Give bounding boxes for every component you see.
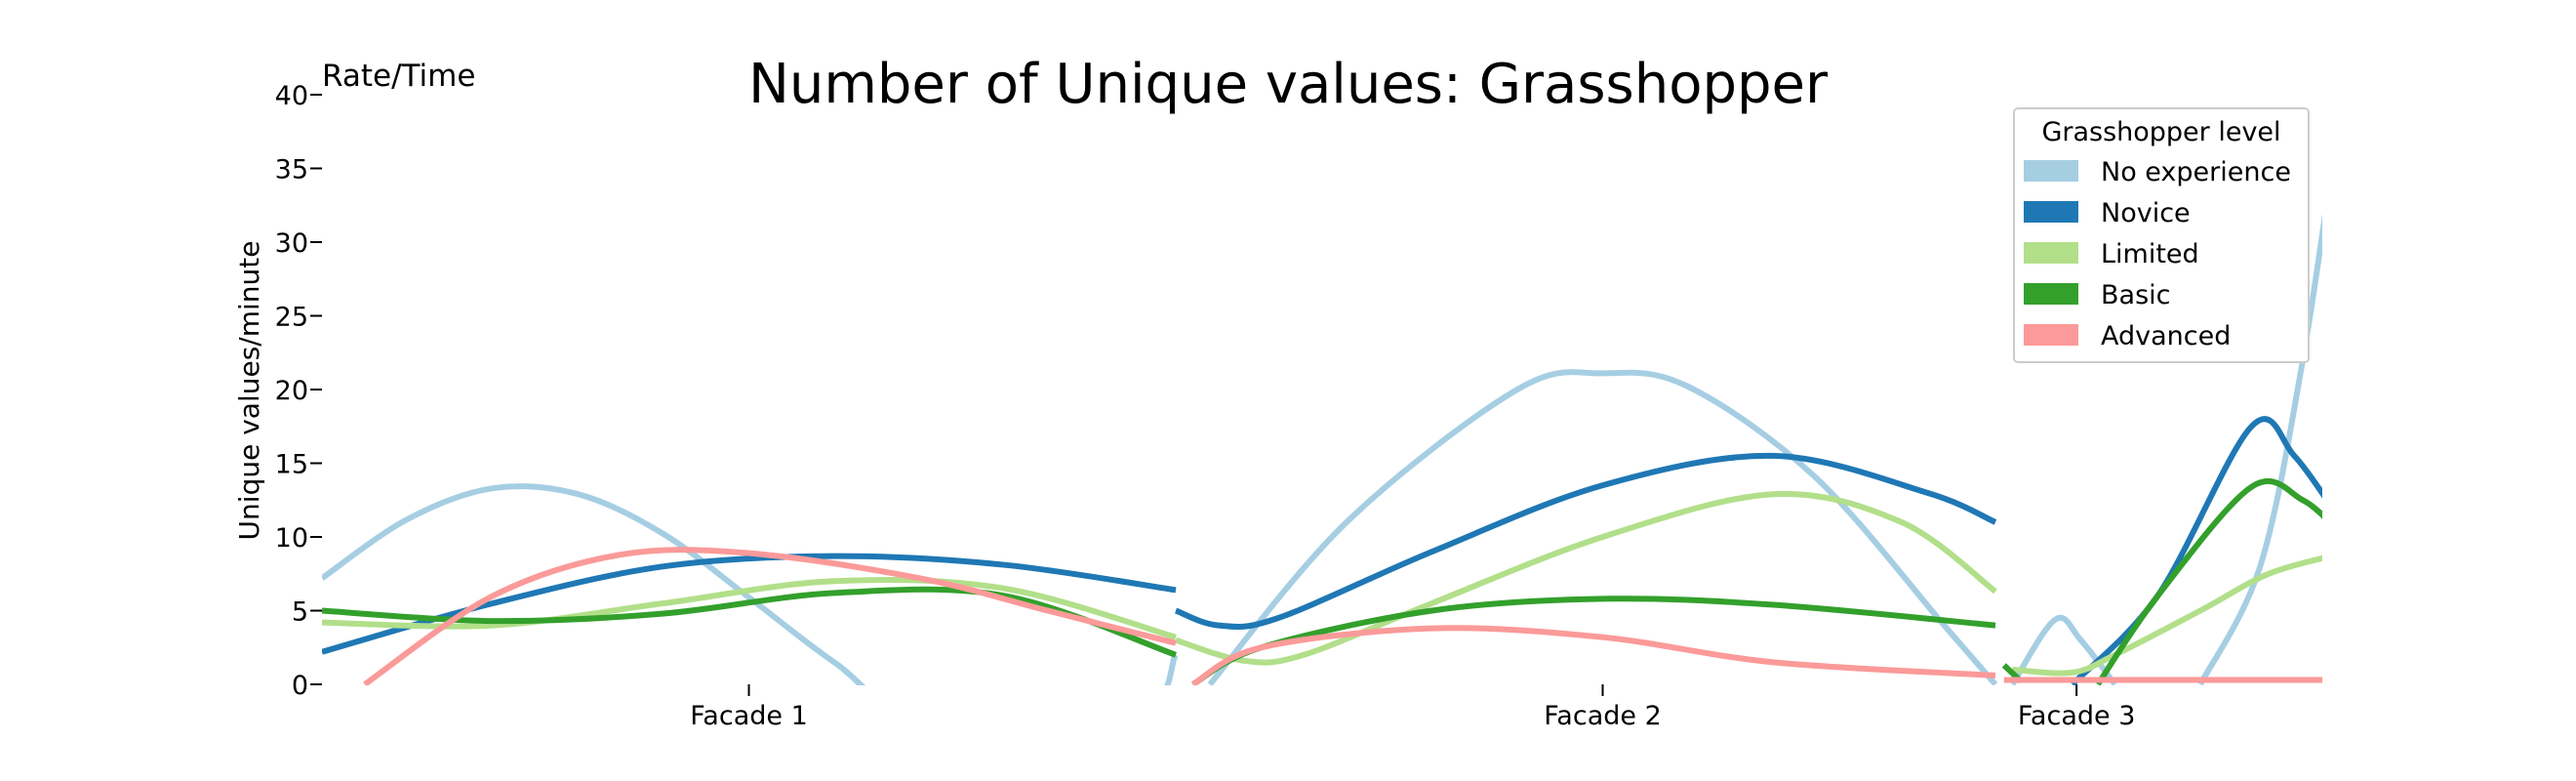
legend-label: Novice — [2101, 198, 2191, 228]
legend-label: No experience — [2101, 157, 2291, 187]
legend-swatch — [2024, 324, 2078, 346]
series-line — [2095, 477, 2322, 685]
series-line — [1175, 490, 1997, 666]
legend-label: Advanced — [2101, 321, 2231, 351]
corner-label: Rate/Time — [322, 59, 475, 94]
series-line — [363, 547, 1177, 685]
series-line — [1174, 452, 1997, 631]
series-line — [1207, 369, 1998, 685]
x-tick-label: Facade 1 — [690, 701, 808, 731]
series-line — [1190, 625, 1996, 685]
series-line — [2070, 416, 2322, 685]
y-tick-label: 0 — [292, 671, 308, 701]
y-axis-label: Unique values/minute — [233, 241, 265, 541]
series-layer — [322, 214, 2322, 685]
series-limited — [322, 490, 2322, 677]
y-tick-label: 5 — [292, 597, 308, 628]
x-axis: Facade 1 Facade 2 Facade 3 — [690, 684, 2135, 731]
series-advanced — [363, 547, 2322, 685]
y-tick-label: 20 — [275, 376, 308, 406]
legend-swatch — [2024, 283, 2078, 305]
y-tick-label: 25 — [275, 303, 308, 333]
y-axis: 0 5 10 15 20 25 30 35 40 — [275, 81, 322, 701]
x-tick-label: Facade 2 — [1544, 701, 1662, 731]
x-tick-label: Facade 3 — [2018, 701, 2136, 731]
legend-swatch — [2024, 242, 2078, 264]
y-tick-label: 30 — [275, 228, 308, 259]
legend-swatch — [2024, 160, 2078, 182]
chart-title: Number of Unique values: Grasshopper — [748, 53, 1829, 116]
legend-items: No experience Novice Limited Basic Advanced — [2024, 157, 2291, 351]
series-line — [2012, 555, 2322, 677]
y-tick-label: 10 — [275, 523, 308, 554]
y-tick-label: 35 — [275, 155, 308, 185]
series-line — [2197, 214, 2322, 685]
legend-frame — [2013, 107, 2310, 363]
series-line — [322, 577, 1177, 640]
legend-swatch — [2024, 201, 2078, 223]
series-line — [322, 483, 1179, 685]
y-tick-label: 15 — [275, 450, 308, 480]
series-line — [322, 586, 1177, 658]
legend-label: Basic — [2101, 280, 2170, 310]
legend-title: Grasshopper level — [2041, 117, 2280, 147]
legend-label: Limited — [2101, 239, 2199, 269]
legend: Grasshopper level No experience Novice Lim… — [2013, 107, 2310, 363]
y-tick-label: 40 — [275, 81, 308, 111]
